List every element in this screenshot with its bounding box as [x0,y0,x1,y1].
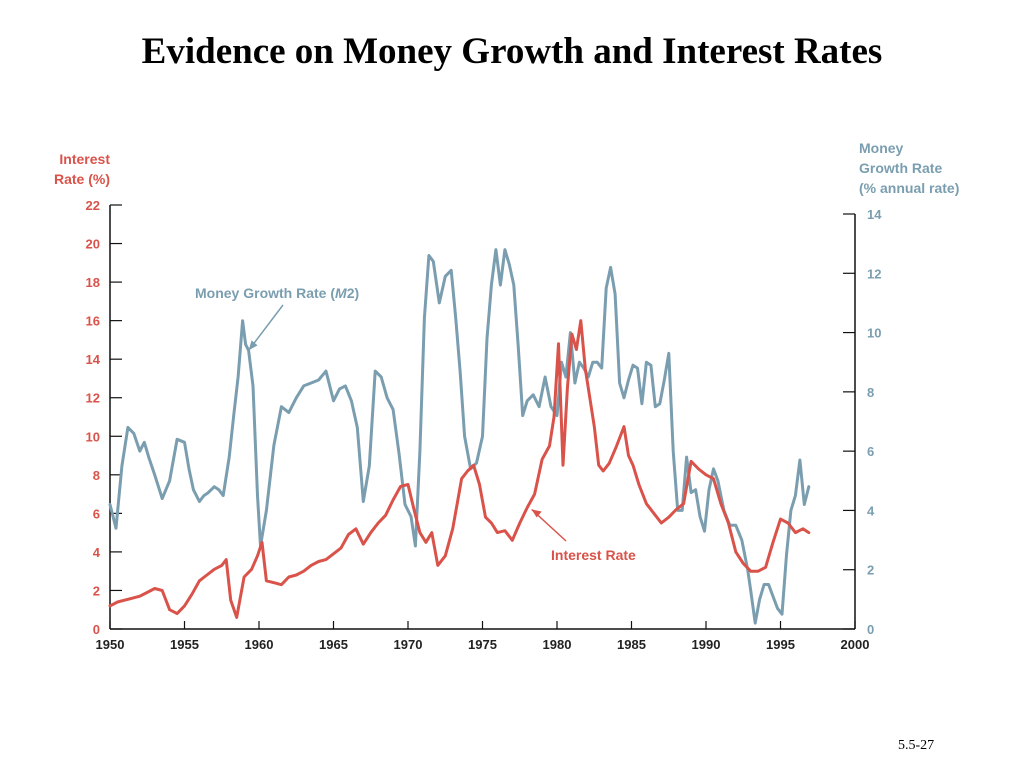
right-tick-label: 6 [867,444,874,459]
left-tick-label: 22 [86,198,100,213]
right-tick-label: 4 [867,503,875,518]
left-tick-label: 6 [93,506,100,521]
left-tick-label: 4 [93,545,101,560]
left-axis-title: Rate (%) [54,171,110,187]
interest-rate-arrowhead [531,509,542,518]
x-tick-label: 1960 [245,637,274,652]
interest-rate-label: Interest Rate [551,547,636,563]
x-tick-label: 1985 [617,637,646,652]
money-growth-label-part: 2) [347,285,359,301]
x-tick-label: 1950 [96,637,125,652]
x-tick-label: 1980 [543,637,572,652]
right-axis-title: Growth Rate [859,160,942,176]
left-tick-label: 14 [86,352,101,367]
right-tick-label: 10 [867,326,881,341]
x-tick-label: 2000 [841,637,870,652]
left-tick-label: 18 [86,275,100,290]
money-growth-label-part: M [335,285,347,301]
left-tick-label: 2 [93,583,100,598]
left-tick-label: 20 [86,237,100,252]
slide-number: 5.5-27 [898,738,935,753]
x-tick-label: 1990 [692,637,721,652]
x-tick-label: 1970 [394,637,423,652]
x-tick-label: 1955 [170,637,199,652]
left-tick-label: 10 [86,429,100,444]
right-tick-label: 8 [867,385,874,400]
right-tick-label: 0 [867,622,874,637]
left-axis-title: Interest [59,151,110,167]
left-tick-label: 16 [86,314,100,329]
x-tick-label: 1975 [468,637,497,652]
right-axis-title: (% annual rate) [859,180,959,196]
slide-title: Evidence on Money Growth and Interest Ra… [141,31,883,72]
right-tick-label: 12 [867,266,881,281]
right-axis-title: Money [859,140,904,156]
money-growth-label: Money Growth Rate (M2) [195,285,359,301]
left-tick-label: 0 [93,622,100,637]
right-tick-label: 2 [867,563,874,578]
money-growth-label-part: Money Growth Rate ( [195,285,335,301]
money-growth-line [108,248,811,625]
dual-axis-line-chart: 0 2 4 6 8 10 12 14 16 18 20 22 0 2 4 6 8 10 12 14 1950 1955 19… [54,140,959,652]
right-tick-label: 14 [867,207,882,222]
x-tick-label: 1995 [766,637,795,652]
x-tick-label: 1965 [319,637,348,652]
left-tick-label: 12 [86,391,100,406]
interest-rate-line [108,319,811,619]
money-growth-arrowhead [248,340,258,351]
left-tick-label: 8 [93,468,100,483]
